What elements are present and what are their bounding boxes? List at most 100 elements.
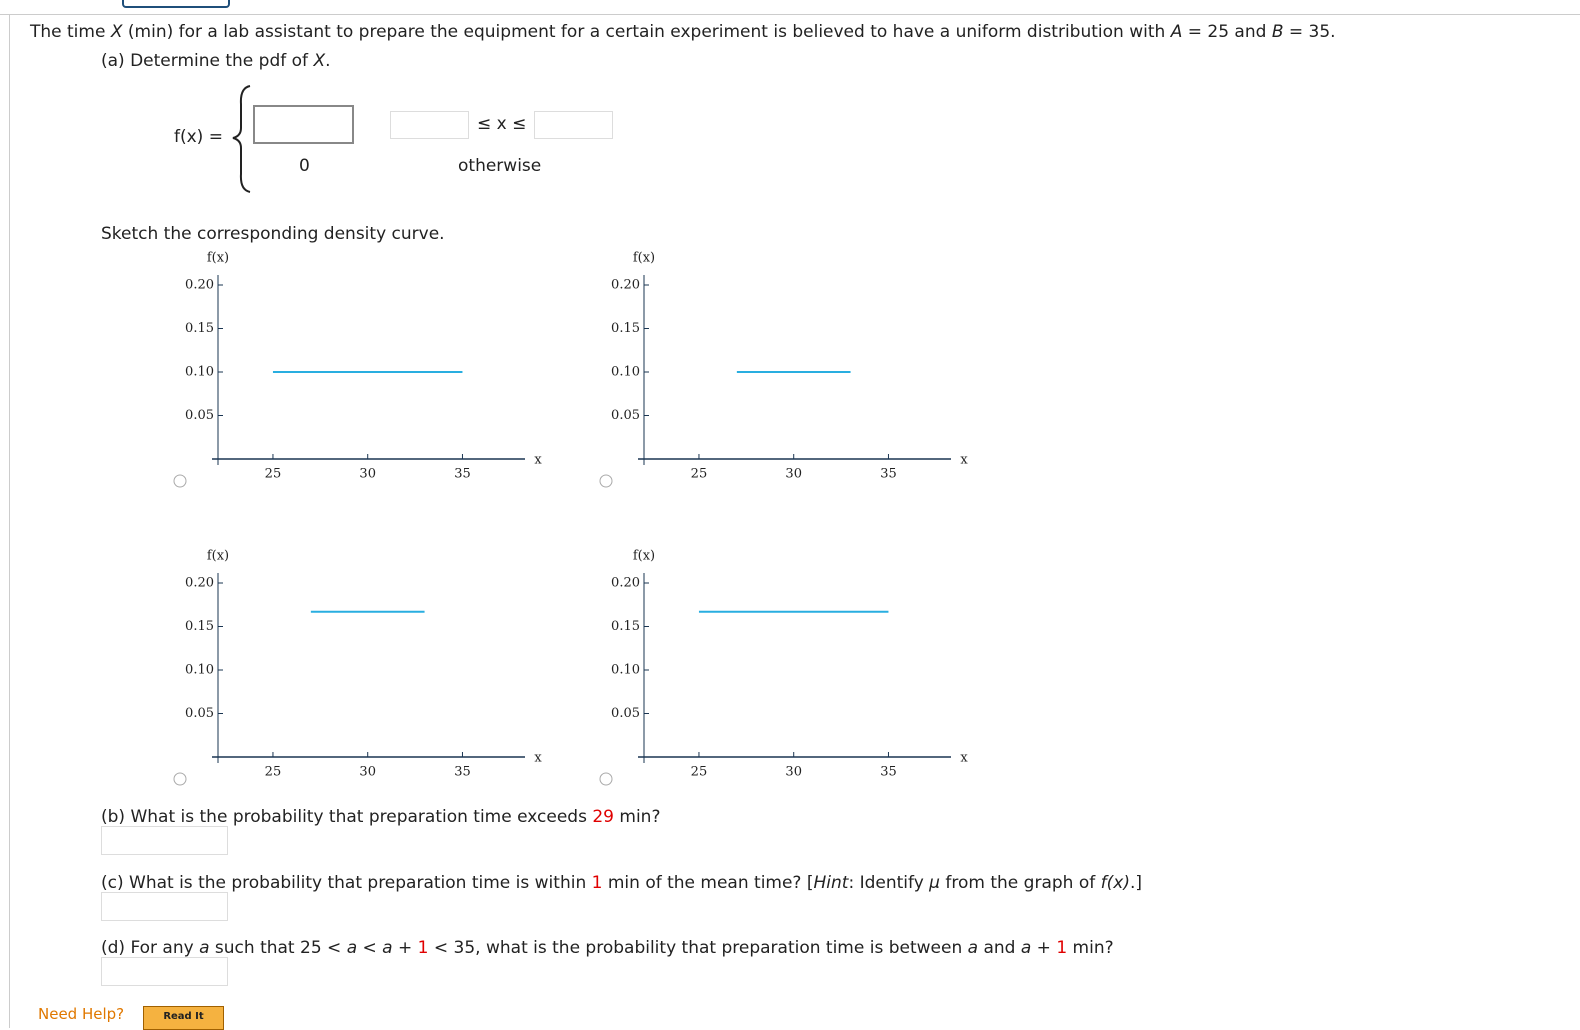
y-tick-label: 0.15 — [185, 619, 214, 634]
x-tick-label: 30 — [359, 765, 376, 780]
radio[interactable] — [173, 474, 187, 488]
part-d: (d) For any a such that 25 < a < a + 1 <… — [101, 938, 1114, 958]
y-axis-label: f(x) — [207, 549, 229, 564]
x-axis-label: x — [534, 751, 542, 766]
text: < 35, what is the probability that prepa… — [428, 938, 968, 958]
text: a — [967, 938, 979, 958]
text: and — [978, 938, 1021, 958]
x-axis-label: x — [960, 453, 968, 468]
text: B — [1271, 22, 1284, 42]
text: Hint — [813, 873, 849, 893]
pdf-value-input[interactable] — [253, 105, 354, 144]
text: = 35. — [1283, 22, 1336, 42]
text: min? — [614, 807, 661, 827]
text: a — [346, 938, 358, 958]
x-tick-label: 25 — [265, 765, 282, 780]
y-tick-label: 0.15 — [611, 619, 640, 634]
answer-d[interactable] — [101, 957, 228, 986]
text: = 25 and — [1182, 22, 1272, 42]
upper-bound-input[interactable] — [534, 111, 613, 139]
y-tick-label: 0.10 — [611, 663, 640, 678]
text: a — [382, 938, 393, 958]
text: A — [1170, 22, 1183, 42]
text: such that 25 < — [209, 938, 347, 958]
text: from the graph of — [940, 873, 1101, 893]
radio[interactable] — [599, 474, 613, 488]
text: (c) What is the probability that prepara… — [101, 873, 592, 893]
y-tick-label: 0.15 — [185, 321, 214, 336]
y-tick-label: 0.10 — [611, 365, 640, 380]
part-a: (a) Determine the pdf of X. — [101, 51, 331, 71]
y-tick-label: 0.05 — [611, 408, 640, 423]
x-axis-label: x — [534, 453, 542, 468]
brace — [232, 85, 251, 193]
text: X — [313, 51, 326, 71]
density-graph-option[interactable]: f(x) x 0.05 0.10 0.15 0.20 25 30 35 — [596, 245, 996, 490]
radio[interactable] — [599, 772, 613, 786]
y-tick-label: 0.10 — [185, 365, 214, 380]
y-tick-label: 0.10 — [185, 663, 214, 678]
text: 1 — [591, 873, 603, 893]
otherwise: otherwise — [458, 156, 542, 176]
density-graph-option[interactable]: f(x) x 0.05 0.10 0.15 0.20 25 30 35 — [596, 543, 996, 788]
intro: The time X (min) for a lab assistant to … — [30, 22, 1336, 42]
text: μ — [929, 873, 940, 893]
text: (d) For any — [101, 938, 200, 958]
y-tick-label: 0.05 — [611, 706, 640, 721]
text: The time — [30, 22, 111, 42]
text: f(x) — [1100, 873, 1130, 893]
y-tick-label: 0.15 — [611, 321, 640, 336]
density-graph-option[interactable]: f(x) x 0.05 0.10 0.15 0.20 25 30 35 — [170, 543, 570, 788]
y-tick-label: 0.20 — [611, 278, 640, 293]
part-c: (c) What is the probability that prepara… — [101, 873, 1142, 893]
y-tick-label: 0.05 — [185, 408, 214, 423]
x-tick-label: 30 — [359, 467, 376, 482]
top-rule — [0, 14, 1580, 15]
y-axis-label: f(x) — [207, 251, 229, 266]
text: a — [199, 938, 210, 958]
x-tick-label: 35 — [880, 467, 897, 482]
density-graph-option[interactable]: f(x) x 0.05 0.10 0.15 0.20 25 30 35 — [170, 245, 570, 490]
text: 1 — [417, 938, 429, 958]
text: a — [1020, 938, 1032, 958]
answer-b[interactable] — [101, 826, 228, 855]
sketch-prompt: Sketch the corresponding density curve. — [101, 224, 445, 244]
x-tick-label: 35 — [454, 765, 471, 780]
y-axis-label: f(x) — [633, 549, 655, 564]
zero: 0 — [299, 156, 310, 176]
x-tick-label: 25 — [265, 467, 282, 482]
pdf-lhs: f(x) = — [174, 127, 223, 147]
text: X — [110, 22, 123, 42]
x-tick-label: 30 — [785, 467, 802, 482]
text: + — [1031, 938, 1057, 958]
y-tick-label: 0.20 — [185, 576, 214, 591]
text: . — [325, 51, 331, 71]
y-tick-label: 0.20 — [611, 576, 640, 591]
range-text: ≤ x ≤ — [477, 114, 527, 134]
y-tick-label: 0.20 — [185, 278, 214, 293]
lower-bound-input[interactable] — [390, 111, 469, 139]
part-b: (b) What is the probability that prepara… — [101, 807, 660, 827]
y-axis-label: f(x) — [633, 251, 655, 266]
left-rule — [9, 15, 10, 1028]
text: min of the mean time? [ — [602, 873, 814, 893]
text: min? — [1067, 938, 1114, 958]
text: (min) for a lab assistant to prepare the… — [122, 22, 1171, 42]
text: 1 — [1056, 938, 1068, 958]
text: + — [392, 938, 418, 958]
text: : Identify — [848, 873, 930, 893]
radio[interactable] — [173, 772, 187, 786]
x-tick-label: 25 — [691, 467, 708, 482]
read-it-button[interactable]: Read It — [143, 1006, 224, 1030]
tab — [122, 0, 230, 8]
text: (a) Determine the pdf of — [101, 51, 314, 71]
answer-c[interactable] — [101, 892, 228, 921]
need-help: Need Help? — [38, 1005, 125, 1023]
text: 29 — [592, 807, 614, 827]
y-tick-label: 0.05 — [185, 706, 214, 721]
x-tick-label: 35 — [454, 467, 471, 482]
x-tick-label: 35 — [880, 765, 897, 780]
text: < — [357, 938, 383, 958]
text: .] — [1129, 873, 1142, 893]
